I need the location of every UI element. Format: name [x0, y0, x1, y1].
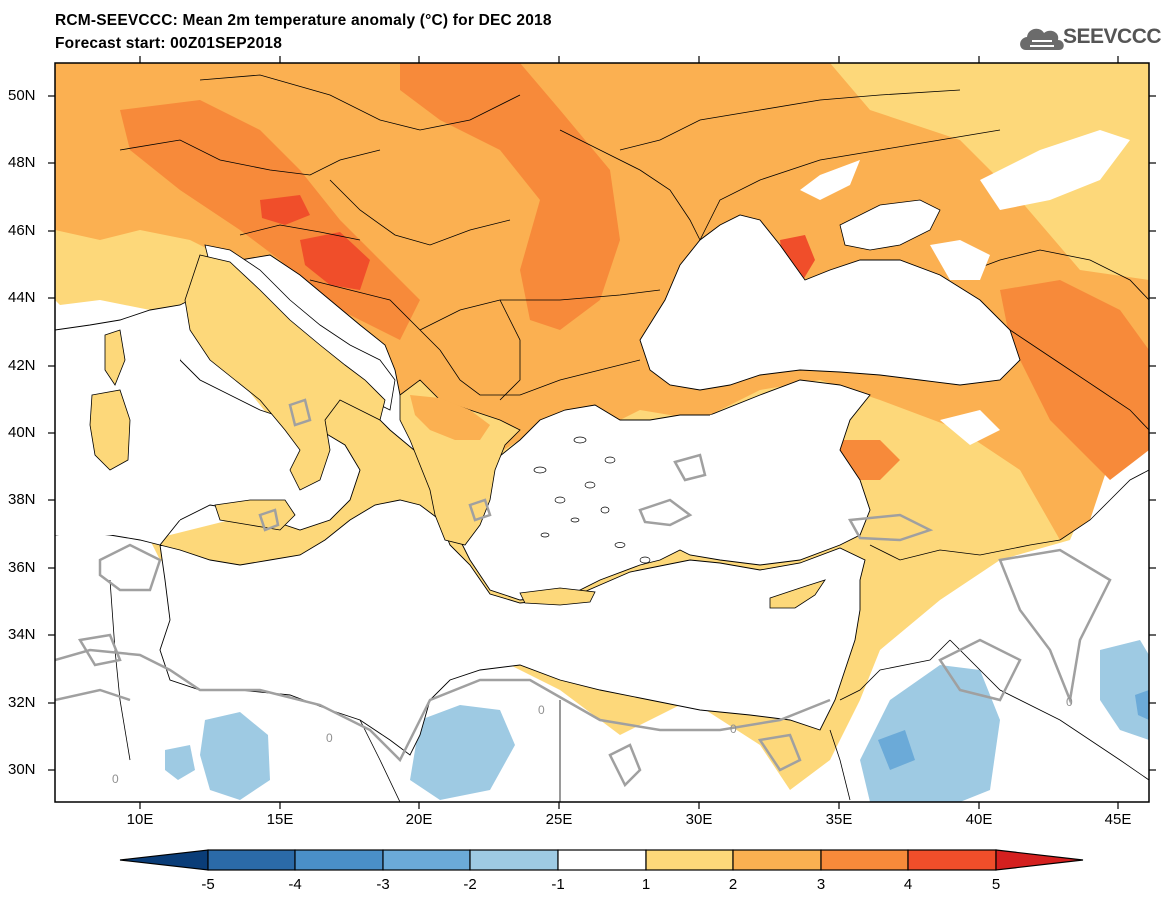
- anomaly-zone-neg-libya2: [165, 745, 195, 780]
- chart-title: RCM-SEEVCCC: Mean 2m temperature anomaly…: [55, 12, 552, 29]
- greece-land-orange: [410, 395, 490, 440]
- sardinia-land: [89, 389, 131, 471]
- lon-label: 40E: [965, 811, 993, 828]
- neutral-patch-turkey: [710, 405, 790, 440]
- anomaly-zone-neg-iraq2: [1135, 690, 1149, 720]
- colorbar-swatch: [907, 849, 997, 871]
- lat-label: 30N: [8, 761, 36, 778]
- anomaly-zone-4-5-crimea: [780, 235, 815, 285]
- lat-label: 36N: [8, 559, 36, 576]
- neutral-patch-turkey2: [940, 410, 1000, 445]
- colorbar-tick-label: -1: [551, 876, 565, 893]
- colorbar-tick-label: -5: [201, 876, 215, 893]
- colorbar-swatch: [207, 849, 296, 871]
- corsica-land: [104, 329, 126, 386]
- colorbar-tick-label: 2: [728, 876, 738, 893]
- neutral-patch-ukraine: [980, 130, 1130, 210]
- black-sea: [639, 214, 1021, 391]
- anomaly-zone-2-3: [55, 63, 1149, 540]
- contour-label: 0: [538, 703, 545, 717]
- colorbar-swatch: [294, 849, 384, 871]
- lat-label: 40N: [8, 424, 36, 441]
- anomaly-zone-3-4-east: [1000, 280, 1149, 480]
- colorbar-tick-label: -2: [463, 876, 477, 893]
- lon-ticks: [139, 56, 1119, 809]
- colorbar-tick-label: 5: [991, 876, 1001, 893]
- colorbar-tick-label: -4: [288, 876, 302, 893]
- anomaly-zone-3-4-north: [400, 63, 620, 330]
- colorbar-swatch: [645, 849, 734, 871]
- neutral-patch-ukraine2: [800, 160, 860, 200]
- aegean-islands: [533, 436, 651, 564]
- forecast-start-subtitle: Forecast start: 00Z01SEP2018: [55, 35, 283, 52]
- anomaly-zone-neg-arabia2: [878, 730, 915, 770]
- colorbar-tick-label: 1: [641, 876, 651, 893]
- lon-label: 20E: [405, 811, 433, 828]
- colorbar-swatch: [820, 849, 909, 871]
- sicily-land: [214, 499, 296, 531]
- colorbar-arrow-high: [995, 849, 1084, 871]
- crete-land: [519, 587, 596, 606]
- anomaly-zone-neg-egypt: [410, 705, 515, 800]
- lat-ticks: [48, 95, 1156, 771]
- lon-label: 45E: [1104, 811, 1132, 828]
- colorbar-tick-label: 3: [816, 876, 826, 893]
- anomaly-zone-4-5-slovenia: [260, 195, 310, 225]
- lon-label: 15E: [266, 811, 294, 828]
- seevccc-logo-text: SEEVCCC: [1063, 25, 1162, 48]
- lat-label: 48N: [8, 154, 36, 171]
- colorbar-tick-label: -3: [376, 876, 390, 893]
- map-field: [55, 63, 1149, 802]
- contour-label: 0: [326, 731, 333, 745]
- cyprus-land: [769, 579, 826, 609]
- lat-label: 34N: [8, 626, 36, 643]
- lat-label: 44N: [8, 289, 36, 306]
- colorbar-swatch: [732, 849, 822, 871]
- neutral-patch-crimea-east: [930, 240, 990, 280]
- lat-label: 32N: [8, 694, 36, 711]
- anomaly-zone-neg-iraq: [1100, 640, 1149, 740]
- colorbar: [119, 849, 1084, 871]
- country-borders: [109, 74, 1149, 802]
- anomaly-zone-4-5-croatia: [300, 232, 370, 290]
- colorbar-tick-label: 4: [903, 876, 913, 893]
- lat-label: 42N: [8, 357, 36, 374]
- lon-label: 10E: [126, 811, 154, 828]
- neutral-patch-turkey3: [790, 455, 805, 480]
- lat-label: 46N: [8, 222, 36, 239]
- cloud-icon: [1020, 28, 1064, 50]
- lon-label: 35E: [825, 811, 853, 828]
- contour-label: 0: [112, 772, 119, 786]
- contour-labels: 0 0 0 0 0: [112, 695, 1073, 786]
- colorbar-swatch: [469, 849, 559, 871]
- lat-label: 38N: [8, 491, 36, 508]
- azov-sea: [839, 199, 941, 251]
- anomaly-zone-neg-libya: [200, 712, 270, 800]
- lat-label: 50N: [8, 87, 36, 104]
- lon-label: 25E: [545, 811, 573, 828]
- colorbar-swatch: [382, 849, 471, 871]
- colorbar-arrow-low: [119, 849, 209, 871]
- contour-label: 0: [1066, 695, 1073, 709]
- zero-contours: [55, 398, 1112, 788]
- colorbar-swatch: [557, 849, 647, 871]
- lon-label: 30E: [685, 811, 713, 828]
- italy-land: [184, 254, 386, 491]
- contour-label: 0: [730, 722, 737, 736]
